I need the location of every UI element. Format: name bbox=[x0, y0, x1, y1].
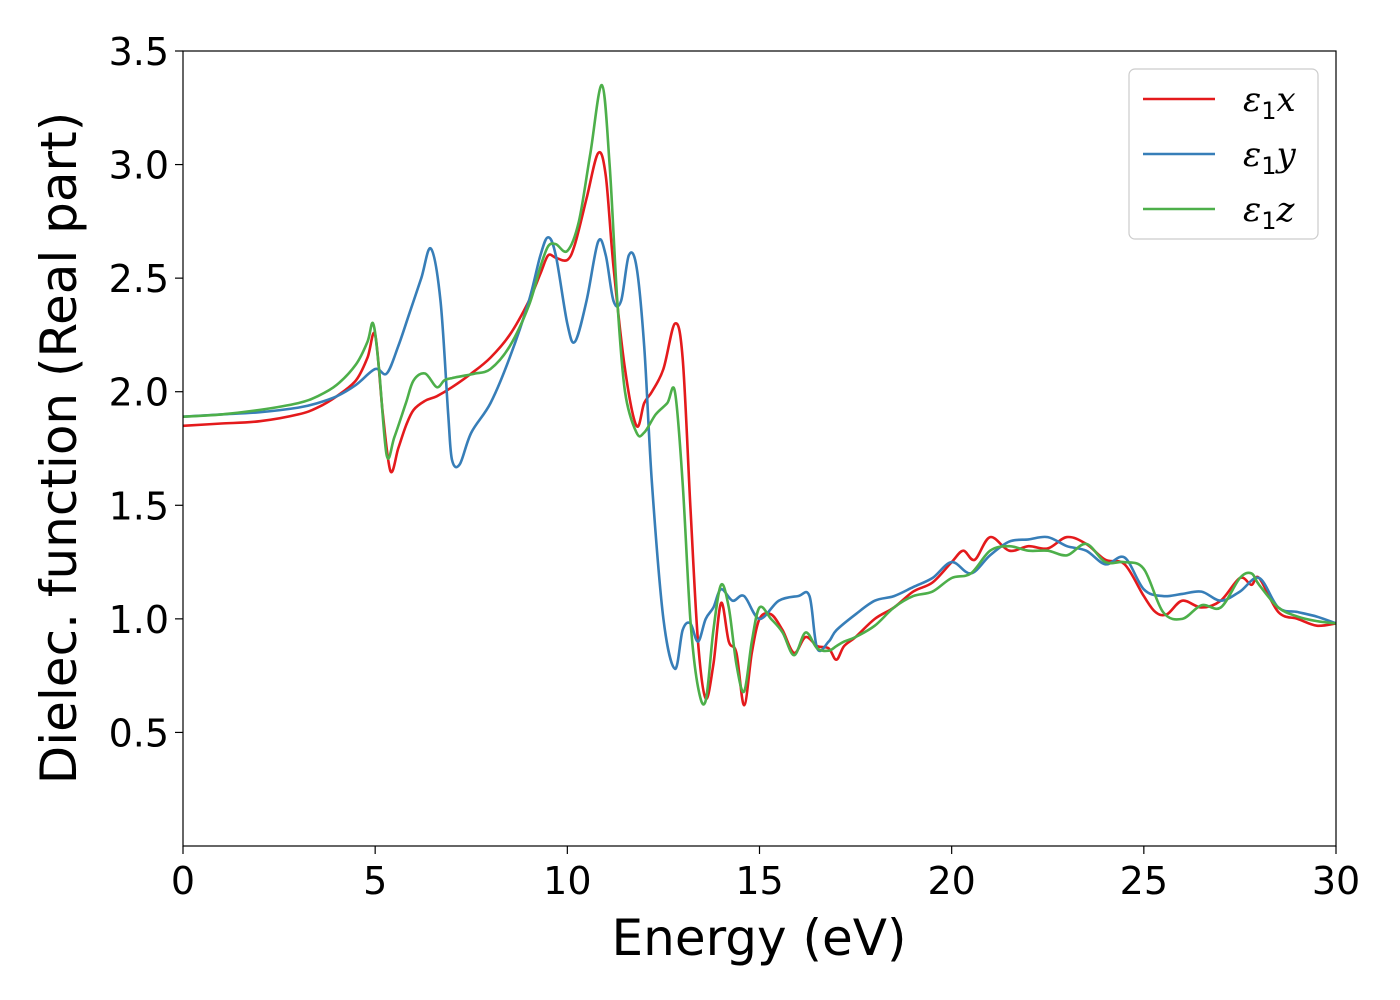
y-axis: 0.5 1.0 1.5 2.0 2.5 3.0 3.5 bbox=[109, 30, 183, 755]
x-tick-label: 0 bbox=[171, 859, 195, 903]
y-tick-label: 1.5 bbox=[109, 484, 169, 528]
legend-symbol: ε bbox=[1243, 135, 1261, 175]
legend-subscript: 1 bbox=[1261, 152, 1276, 180]
x-tick-label: 5 bbox=[363, 859, 387, 903]
y-tick-label: 2.5 bbox=[109, 257, 169, 301]
y-tick-label: 2.0 bbox=[109, 371, 169, 415]
y-axis-title: Dielec. function (Real part) bbox=[30, 112, 88, 784]
x-tick-label: 30 bbox=[1312, 859, 1360, 903]
legend-label-y: ε1y bbox=[1243, 135, 1297, 180]
legend-symbol: ε bbox=[1243, 190, 1261, 230]
legend-label-x: ε1x bbox=[1243, 80, 1296, 125]
legend-variable: y bbox=[1275, 135, 1297, 175]
series-line-y bbox=[182, 236, 1337, 671]
x-tick-label: 10 bbox=[543, 859, 591, 903]
legend-variable: x bbox=[1277, 80, 1296, 120]
legend-variable: z bbox=[1276, 190, 1296, 230]
x-axis: 0 5 10 15 20 25 30 bbox=[171, 846, 1360, 903]
y-tick-label: 0.5 bbox=[109, 711, 169, 755]
legend-label-z: ε1z bbox=[1243, 190, 1296, 235]
y-tick-label: 3.5 bbox=[109, 30, 169, 74]
y-tick-label: 1.0 bbox=[109, 598, 169, 642]
x-tick-label: 15 bbox=[735, 859, 783, 903]
series-line-z bbox=[182, 83, 1337, 706]
legend-box bbox=[1128, 68, 1319, 240]
legend-subscript: 1 bbox=[1261, 97, 1276, 125]
x-axis-title: Energy (eV) bbox=[612, 909, 907, 967]
legend-subscript: 1 bbox=[1261, 207, 1276, 235]
x-tick-label: 25 bbox=[1120, 859, 1168, 903]
y-tick-label: 3.0 bbox=[109, 144, 169, 188]
legend-symbol: ε bbox=[1243, 80, 1261, 120]
x-tick-label: 20 bbox=[927, 859, 975, 903]
series-line-x bbox=[182, 151, 1337, 707]
